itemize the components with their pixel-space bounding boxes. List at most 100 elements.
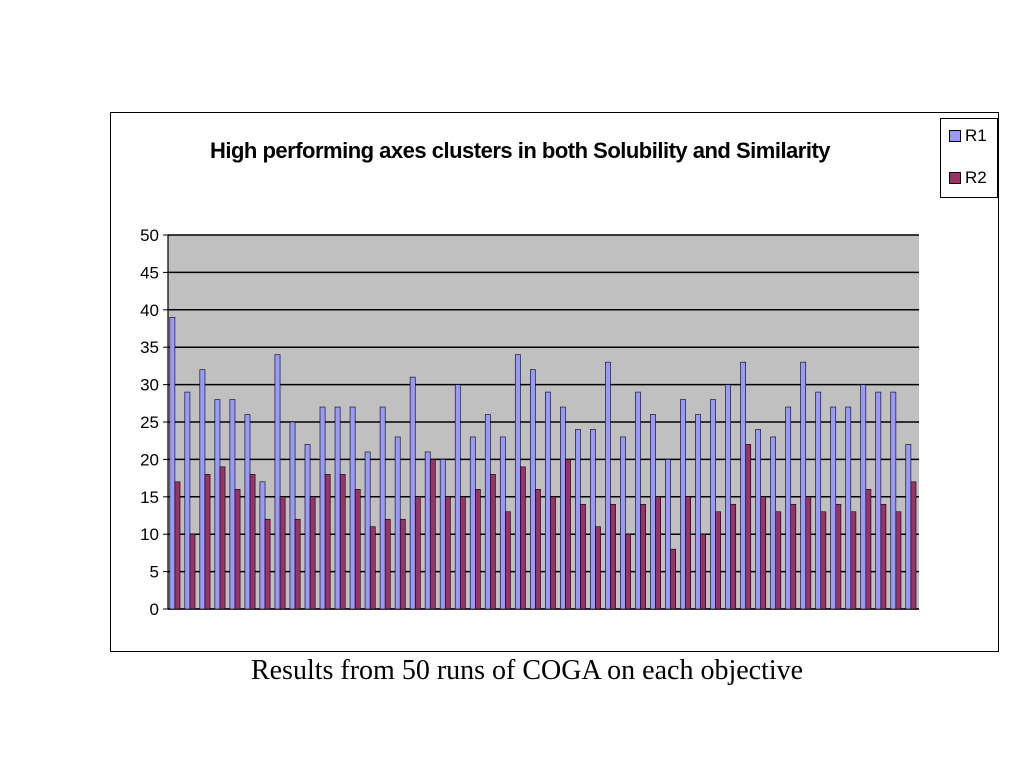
bar-r1 xyxy=(740,361,746,610)
bar-r2 xyxy=(324,474,331,610)
bar-r2 xyxy=(625,533,631,610)
bar-r2 xyxy=(745,444,752,610)
bar-r1 xyxy=(439,459,446,610)
bar-r1 xyxy=(860,384,867,610)
bar-r2 xyxy=(700,533,707,610)
bar-r2 xyxy=(850,511,857,610)
bar-r1 xyxy=(545,391,551,610)
bar-r2 xyxy=(339,474,346,610)
bar-r2 xyxy=(189,533,196,610)
legend-label-r1: R1 xyxy=(965,126,987,145)
y-tick-label: 45 xyxy=(140,263,159,282)
bar-r2 xyxy=(565,459,571,610)
bar-r2 xyxy=(384,518,391,610)
bar-r1 xyxy=(680,399,686,610)
bar-r1 xyxy=(905,444,912,610)
bar-r2 xyxy=(865,489,872,610)
bar-r1 xyxy=(575,429,581,610)
bar-r2 xyxy=(790,503,797,610)
bar-r1 xyxy=(785,406,792,610)
bar-r1 xyxy=(725,384,731,610)
bar-r2 xyxy=(520,466,526,610)
bar-r2 xyxy=(354,489,361,610)
bar-r2 xyxy=(369,526,376,610)
bar-r2 xyxy=(730,503,737,610)
bar-r1 xyxy=(379,406,386,610)
bar-r2 xyxy=(204,474,211,610)
chart-frame: 0 5 10 15 20 25 30 35 40 45 50 xyxy=(110,112,999,652)
bar-r1 xyxy=(890,391,897,610)
bar-r1 xyxy=(560,406,566,610)
bar-r1 xyxy=(590,429,596,610)
y-tick-label: 40 xyxy=(140,301,159,320)
bar-r2 xyxy=(610,503,616,610)
bar-r1 xyxy=(289,421,296,610)
bar-r1 xyxy=(349,406,356,610)
bar-r1 xyxy=(845,406,852,610)
bar-r1 xyxy=(454,384,461,610)
bar-r2 xyxy=(760,496,767,610)
bar-r2 xyxy=(835,503,842,610)
bar-r2 xyxy=(535,489,541,610)
bar-r2 xyxy=(655,496,661,610)
bar-r2 xyxy=(775,511,782,610)
bar-r1 xyxy=(364,451,371,610)
legend-item-r1: R1 xyxy=(949,125,987,147)
bar-r1 xyxy=(800,361,807,610)
bar-r1 xyxy=(424,451,431,610)
bar-r2 xyxy=(640,503,646,610)
bar-r1 xyxy=(334,406,341,610)
bar-r1 xyxy=(499,436,506,610)
bar-r2 xyxy=(219,466,226,610)
bar-r2 xyxy=(595,526,601,610)
bar-r1 xyxy=(605,361,611,610)
bar-r1 xyxy=(650,414,656,610)
bar-r2 xyxy=(580,503,586,610)
bar-r1 xyxy=(695,414,701,610)
legend-swatch-r2 xyxy=(949,172,961,184)
slide-caption: Results from 50 runs of COGA on each obj… xyxy=(250,655,804,686)
bar-r2 xyxy=(429,459,436,610)
bar-r2 xyxy=(895,511,902,610)
bar-r1 xyxy=(755,429,761,610)
bar-r2 xyxy=(459,496,466,610)
bar-r2 xyxy=(414,496,421,610)
bar-r2 xyxy=(249,474,256,610)
bar-r1 xyxy=(319,406,326,610)
y-tick-label: 50 xyxy=(140,226,159,245)
bar-r1 xyxy=(484,414,491,610)
chart-legend: R1 R2 xyxy=(940,118,998,198)
bar-r2 xyxy=(805,496,812,610)
bar-r1 xyxy=(529,369,536,610)
y-tick-label: 25 xyxy=(140,413,159,432)
y-tick-label: 15 xyxy=(140,488,159,507)
bar-r1 xyxy=(259,481,266,610)
bar-r1 xyxy=(665,459,671,610)
bar-r1 xyxy=(229,399,236,610)
legend-item-r2: R2 xyxy=(949,167,987,189)
y-tick-label: 20 xyxy=(140,450,159,469)
bar-r2 xyxy=(309,496,316,610)
bar-r2 xyxy=(444,496,451,610)
bar-r2 xyxy=(279,496,286,610)
y-tick-label: 30 xyxy=(140,376,159,395)
bar-r2 xyxy=(399,518,406,610)
y-tick-label: 5 xyxy=(150,563,159,582)
bar-r1 xyxy=(304,444,311,610)
bar-r1 xyxy=(274,354,281,610)
chart-plot: 0 5 10 15 20 25 30 35 40 45 50 xyxy=(140,226,919,619)
bar-r2 xyxy=(264,518,271,610)
bar-r1 xyxy=(409,376,416,610)
bar-r2 xyxy=(174,481,181,610)
bar-r1 xyxy=(394,436,401,610)
y-tick-label: 0 xyxy=(150,600,159,619)
bar-r1 xyxy=(214,399,221,610)
bar-r2 xyxy=(234,489,241,610)
bar-r1 xyxy=(815,391,822,610)
bar-r2 xyxy=(670,548,676,610)
bar-r2 xyxy=(685,496,691,610)
bar-r1 xyxy=(184,391,191,610)
legend-label-r2: R2 xyxy=(965,168,987,187)
bar-r1 xyxy=(169,316,176,610)
bar-r1 xyxy=(875,391,882,610)
